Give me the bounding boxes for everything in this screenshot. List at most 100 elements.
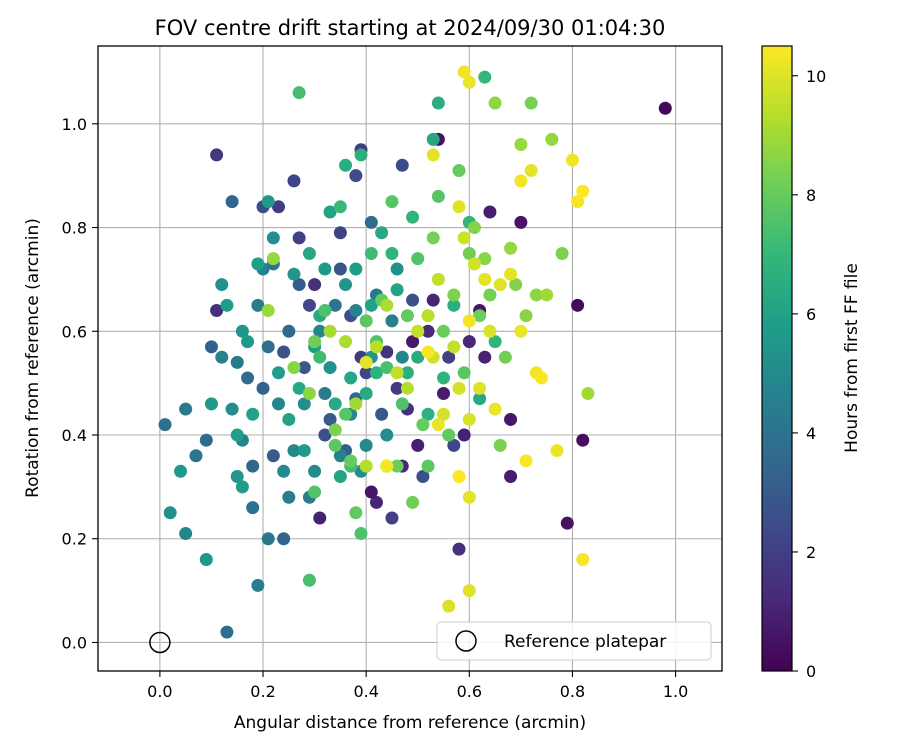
y-tick-label: 0.2 xyxy=(62,530,87,549)
data-point xyxy=(297,444,311,458)
legend-marker xyxy=(455,630,477,652)
data-point xyxy=(349,304,363,318)
data-point xyxy=(452,469,466,483)
data-point xyxy=(287,444,301,458)
x-tick-label: 0.0 xyxy=(147,682,172,701)
data-point xyxy=(364,485,378,499)
data-point xyxy=(380,345,394,359)
data-point xyxy=(364,298,378,312)
data-point xyxy=(431,418,445,432)
data-point xyxy=(323,205,337,219)
legend-entry: Reference platepar xyxy=(504,632,666,652)
data-point xyxy=(287,267,301,281)
data-point xyxy=(416,418,430,432)
data-point xyxy=(462,335,476,349)
data-point xyxy=(174,464,188,478)
data-point xyxy=(344,454,358,468)
data-point xyxy=(390,381,404,395)
data-point xyxy=(524,163,538,177)
data-point xyxy=(318,387,332,401)
data-point xyxy=(488,335,502,349)
data-point xyxy=(483,205,497,219)
data-point xyxy=(473,381,487,395)
data-point xyxy=(406,335,420,349)
data-point xyxy=(277,345,291,359)
data-point xyxy=(158,418,172,432)
data-point xyxy=(421,345,435,359)
data-point xyxy=(277,532,291,546)
data-point xyxy=(359,459,373,473)
data-point xyxy=(400,366,414,380)
data-point xyxy=(246,459,260,473)
data-point xyxy=(359,314,373,328)
data-point xyxy=(210,148,224,162)
data-point xyxy=(369,366,383,380)
data-point xyxy=(452,542,466,556)
data-point xyxy=(349,397,363,411)
data-point xyxy=(313,350,327,364)
data-point xyxy=(333,200,347,214)
data-point xyxy=(369,340,383,354)
data-point xyxy=(251,257,265,271)
data-point xyxy=(359,387,373,401)
data-point xyxy=(658,101,672,115)
data-point xyxy=(576,552,590,566)
data-point xyxy=(235,324,249,338)
data-point xyxy=(302,387,316,401)
data-point xyxy=(349,506,363,520)
y-tick-label: 0.4 xyxy=(62,426,87,445)
data-point xyxy=(308,278,322,292)
data-point xyxy=(514,174,528,188)
data-point xyxy=(462,314,476,328)
data-point xyxy=(282,324,296,338)
data-point xyxy=(452,381,466,395)
data-point xyxy=(426,148,440,162)
data-point xyxy=(225,402,239,416)
data-point xyxy=(344,371,358,385)
data-point xyxy=(504,412,518,426)
data-point xyxy=(400,309,414,323)
data-point xyxy=(431,272,445,286)
colorbar-tick-label: 6 xyxy=(806,305,816,324)
data-point xyxy=(426,293,440,307)
data-point xyxy=(395,350,409,364)
chart-title: FOV centre drift starting at 2024/09/30 … xyxy=(155,16,666,40)
data-point xyxy=(385,314,399,328)
x-axis-ticks: 0.0 0.2 0.4 0.6 0.8 1.0 xyxy=(147,671,688,701)
data-point xyxy=(261,532,275,546)
data-point xyxy=(380,428,394,442)
data-point xyxy=(241,335,255,349)
data-point xyxy=(215,350,229,364)
data-point xyxy=(452,200,466,214)
data-point xyxy=(318,262,332,276)
colorbar-tick-label: 8 xyxy=(806,186,816,205)
data-point xyxy=(442,350,456,364)
data-point xyxy=(364,215,378,229)
x-tick-label: 0.6 xyxy=(457,682,482,701)
data-point xyxy=(266,231,280,245)
data-point xyxy=(560,516,574,530)
data-point xyxy=(467,221,481,235)
data-point xyxy=(333,262,347,276)
data-point xyxy=(199,552,213,566)
data-point xyxy=(457,366,471,380)
data-point xyxy=(328,298,342,312)
data-point xyxy=(375,226,389,240)
data-point xyxy=(545,132,559,146)
data-point xyxy=(287,361,301,375)
data-point xyxy=(483,288,497,302)
data-point xyxy=(447,438,461,452)
data-point xyxy=(395,158,409,172)
colorbar-ticks: 0 2 4 6 8 10 xyxy=(792,67,826,681)
data-point xyxy=(282,490,296,504)
data-point xyxy=(457,428,471,442)
data-point xyxy=(576,184,590,198)
data-point xyxy=(261,340,275,354)
data-point xyxy=(519,309,533,323)
data-point xyxy=(261,195,275,209)
data-point xyxy=(354,148,368,162)
data-point xyxy=(540,288,554,302)
data-point xyxy=(292,231,306,245)
data-point xyxy=(395,397,409,411)
data-point xyxy=(204,340,218,354)
